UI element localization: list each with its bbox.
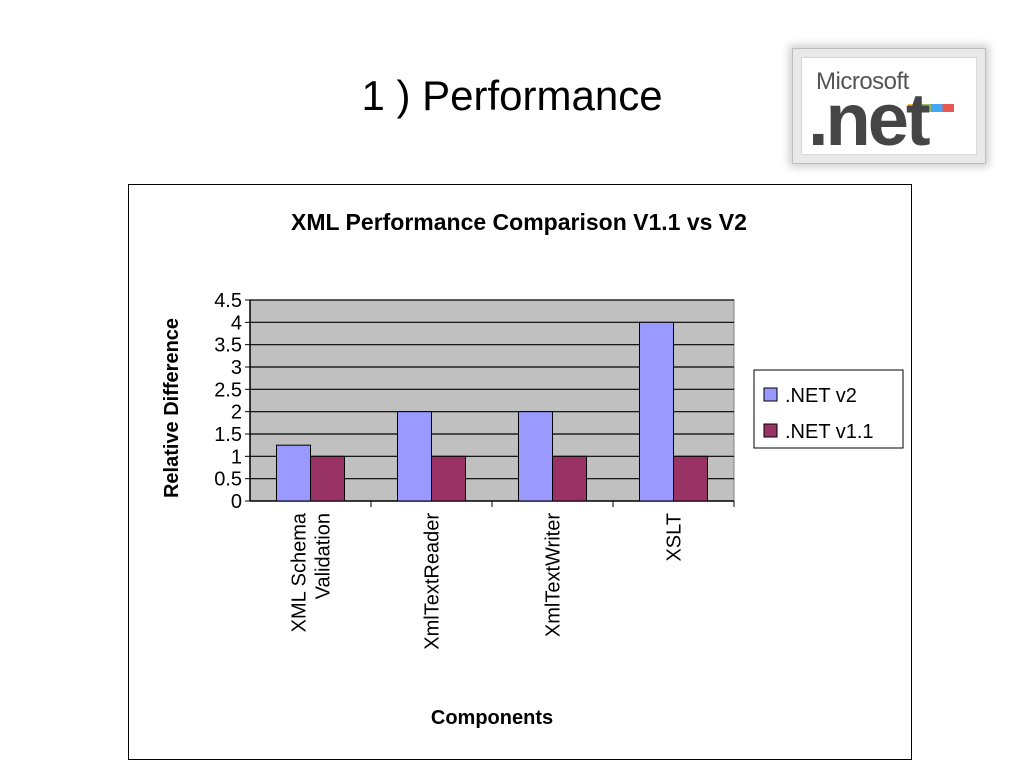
bar xyxy=(310,455,345,502)
bar xyxy=(397,411,432,502)
legend-label: .NET v2 xyxy=(785,385,857,407)
x-tick-label: XmlTextReader xyxy=(422,513,444,650)
y-tick-label: 2 xyxy=(231,402,242,424)
x-tick-label: XmlTextWriter xyxy=(543,513,565,637)
x-tick-label: XML Schema Validation xyxy=(289,512,335,632)
y-tick-label: 1.5 xyxy=(214,424,242,446)
x-tick-label: XSLT xyxy=(664,513,686,562)
y-tick-label: 3.5 xyxy=(214,335,242,357)
x-tick-label-line: XML Schema xyxy=(289,512,311,632)
bar xyxy=(276,444,311,502)
legend-box xyxy=(753,369,904,449)
y-tick-label: 4 xyxy=(231,312,242,334)
y-tick-label: 0 xyxy=(231,491,242,513)
chart-title: XML Performance Comparison V1.1 vs V2 xyxy=(291,209,747,235)
logo-brand-text: Microsoft xyxy=(816,68,909,95)
y-tick-label: 1 xyxy=(231,446,242,468)
legend-swatch xyxy=(763,423,778,438)
legend-label: .NET v1.1 xyxy=(785,421,874,443)
logo-product-text: .net xyxy=(808,78,931,161)
bar xyxy=(639,321,674,502)
x-tick-label-line: XmlTextWriter xyxy=(543,513,565,637)
y-tick-label: 0.5 xyxy=(214,469,242,491)
y-axis-label: Relative Difference xyxy=(161,318,183,498)
x-tick-label-line: XSLT xyxy=(664,513,686,562)
bar xyxy=(673,455,708,502)
bar xyxy=(431,455,466,502)
bar xyxy=(518,411,553,502)
legend: .NET v2 .NET v1.1 xyxy=(753,369,904,449)
x-tick-label-line: Validation xyxy=(313,513,335,599)
plot-area: 00.511.522.533.544.5 XML Schema Validation… xyxy=(214,290,735,650)
legend-swatch xyxy=(763,387,778,402)
microsoft-net-logo: Microsoft .net xyxy=(792,48,986,164)
x-tick-label-line: XmlTextReader xyxy=(422,513,444,650)
logo-color-bars xyxy=(908,104,954,112)
y-tick-label: 4.5 xyxy=(214,290,242,312)
y-tick-label: 3 xyxy=(231,357,242,379)
bar xyxy=(552,455,587,502)
logo-panel: Microsoft .net xyxy=(801,57,977,160)
y-tick-label: 2.5 xyxy=(214,379,242,401)
slide-title: 1 ) Performance xyxy=(361,72,663,119)
x-axis-label: Components xyxy=(431,707,553,729)
